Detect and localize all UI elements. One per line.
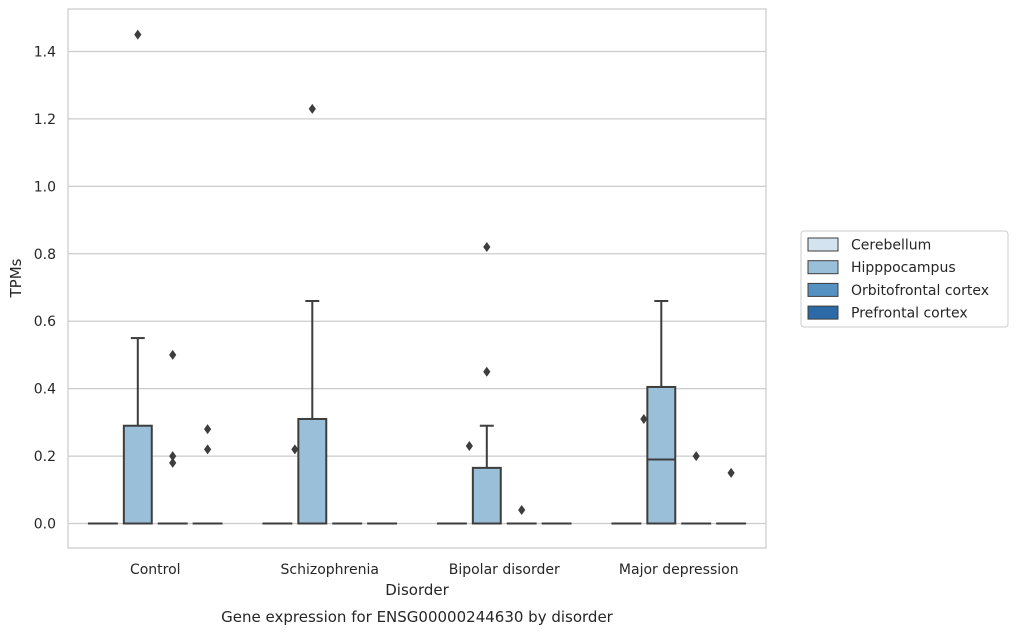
x-tick-labels: Control Schizophrenia Bipolar disorder Majo… (130, 562, 739, 578)
outlier-point (204, 444, 212, 455)
legend-label: Orbitofrontal cortex (851, 283, 989, 299)
outlier-point (169, 451, 177, 462)
y-tick-label: 1.4 (34, 45, 56, 61)
outlier-point (204, 424, 212, 435)
outlier-point (692, 451, 700, 462)
chart-title: Gene expression for ENSG00000244630 by d… (221, 608, 614, 626)
outlier-point (483, 366, 491, 377)
box-body (646, 385, 677, 525)
outlier-point (483, 242, 491, 253)
box-marks (87, 29, 747, 525)
y-axis-label: TPMs (7, 258, 25, 298)
x-tick-label: Bipolar disorder (449, 562, 560, 578)
y-tick-labels: 0.0 0.2 0.4 0.6 0.8 1.0 1.2 1.4 (34, 45, 56, 533)
x-tick-label: Major depression (619, 562, 739, 578)
outlier-point (518, 505, 526, 516)
y-tick-label: 1.2 (34, 112, 56, 128)
y-tick-label: 1.0 (34, 179, 56, 195)
outlier-point (308, 103, 316, 114)
outlier-point (465, 440, 473, 451)
legend: Cerebellum Hipppocampus Orbitofrontal cort… (800, 230, 1009, 328)
box-body (471, 466, 502, 525)
legend-label: Prefrontal cortex (851, 306, 968, 322)
legend-swatch (807, 260, 839, 275)
outlier-point (291, 444, 299, 455)
box-body (122, 424, 153, 525)
x-tick-label: Control (130, 562, 181, 578)
legend-label: Hipppocampus (851, 260, 956, 276)
y-tick-label: 0.0 (34, 517, 56, 533)
grid-lines (68, 50, 766, 525)
y-tick-label: 0.6 (34, 314, 56, 330)
legend-swatch (807, 237, 839, 252)
x-tick-label: Schizophrenia (281, 562, 379, 578)
x-axis-label: Disorder (385, 581, 449, 599)
legend-swatch (807, 305, 839, 320)
box-body (297, 417, 328, 525)
outlier-point (727, 467, 735, 478)
legend-label: Cerebellum (851, 238, 931, 254)
outlier-point (640, 413, 648, 424)
legend-swatch (807, 282, 839, 297)
y-tick-label: 0.2 (34, 449, 56, 465)
y-tick-label: 0.8 (34, 247, 56, 263)
y-tick-label: 0.4 (34, 382, 56, 398)
outlier-point (169, 349, 177, 360)
plot-frame (67, 8, 767, 549)
outlier-point (169, 457, 177, 468)
legend-frame (800, 230, 1009, 328)
outlier-point (134, 29, 142, 40)
